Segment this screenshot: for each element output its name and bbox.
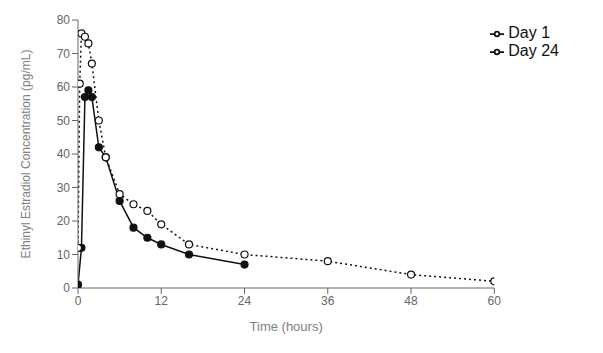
svg-text:70: 70 — [57, 47, 71, 61]
svg-text:60: 60 — [488, 294, 502, 308]
svg-text:40: 40 — [57, 147, 71, 161]
svg-text:0: 0 — [63, 281, 70, 295]
svg-text:12: 12 — [155, 294, 169, 308]
svg-text:50: 50 — [57, 114, 71, 128]
svg-text:Time (hours): Time (hours) — [250, 319, 323, 334]
svg-text:10: 10 — [57, 248, 71, 262]
svg-text:24: 24 — [238, 294, 252, 308]
svg-text:36: 36 — [321, 294, 335, 308]
svg-text:30: 30 — [57, 181, 71, 195]
svg-text:60: 60 — [57, 80, 71, 94]
svg-text:Ethinyl Estradiol Concentratio: Ethinyl Estradiol Concentration (pg/mL) — [19, 50, 33, 259]
html-text:Day 1: Day 1 — [508, 24, 551, 41]
svg-text:0: 0 — [75, 294, 82, 308]
html-text:Day 24: Day 24 — [508, 42, 559, 59]
svg-text:80: 80 — [57, 13, 71, 27]
svg-text:48: 48 — [404, 294, 418, 308]
svg-text:20: 20 — [57, 214, 71, 228]
